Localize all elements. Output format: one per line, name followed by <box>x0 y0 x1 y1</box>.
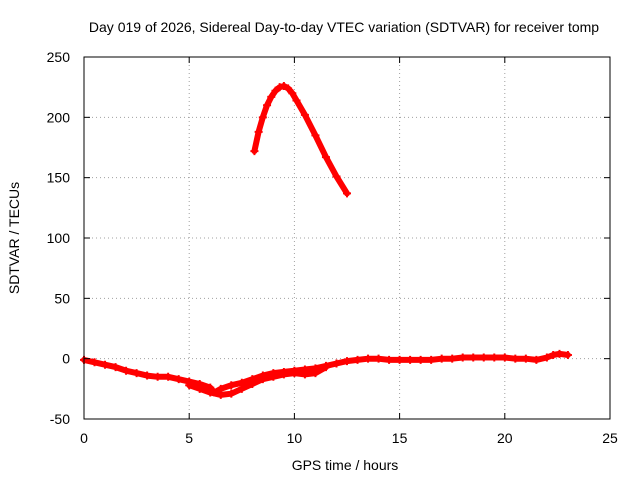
data-point <box>263 101 272 110</box>
data-point <box>111 363 120 372</box>
data-point <box>332 359 341 368</box>
data-point <box>343 189 351 198</box>
data-point <box>437 354 446 363</box>
x-axis-title: GPS time / hours <box>292 457 399 473</box>
data-point <box>279 370 288 379</box>
data-point <box>532 355 541 364</box>
data-point <box>311 369 320 378</box>
data-point <box>300 370 309 379</box>
data-point <box>195 384 204 393</box>
data-point <box>385 355 394 364</box>
data-point <box>258 375 267 384</box>
data-point <box>290 369 299 378</box>
data-point <box>288 89 297 98</box>
data-point <box>353 355 362 364</box>
data-point <box>206 388 215 397</box>
data-point <box>364 354 373 363</box>
data-point <box>321 153 330 162</box>
y-tick-label: 100 <box>47 230 71 246</box>
data-point <box>254 127 263 136</box>
y-tick-label: 250 <box>47 49 71 65</box>
data-point <box>511 354 520 363</box>
data-point <box>248 380 257 389</box>
data-point <box>174 375 183 384</box>
data-point <box>271 86 280 95</box>
data-point <box>164 372 173 381</box>
data-point <box>275 83 284 92</box>
data-point <box>300 110 309 119</box>
y-tick-label: -50 <box>50 411 70 427</box>
data-point <box>542 353 551 362</box>
data-point <box>143 371 152 380</box>
y-tick-label: 0 <box>62 351 70 367</box>
data-point <box>374 354 383 363</box>
data-point <box>90 358 99 367</box>
data-point <box>185 381 194 390</box>
data-point <box>284 84 293 93</box>
data-point <box>343 357 351 366</box>
y-axis-title: SDTVAR / TECUs <box>6 182 22 294</box>
x-tick-label: 15 <box>392 430 408 446</box>
y-tick-label: 200 <box>47 109 71 125</box>
data-point <box>395 355 404 364</box>
data-point <box>227 381 236 390</box>
data-point <box>521 354 530 363</box>
data-point <box>479 353 488 362</box>
x-tick-label: 0 <box>80 430 88 446</box>
data-point <box>448 354 457 363</box>
data-point <box>469 353 478 362</box>
x-tick-label: 20 <box>497 430 513 446</box>
data-point <box>555 349 564 358</box>
data-point <box>292 96 301 105</box>
data-point <box>122 366 131 375</box>
data-point <box>500 353 509 362</box>
x-tick-label: 5 <box>185 430 193 446</box>
data-point <box>416 355 425 364</box>
data-point <box>237 384 246 393</box>
data-point <box>132 369 141 378</box>
data-point <box>406 355 415 364</box>
data-point <box>427 355 436 364</box>
data-point <box>321 363 330 372</box>
y-tick-label: 50 <box>54 290 70 306</box>
data-point <box>258 113 267 122</box>
x-tick-label: 25 <box>602 430 618 446</box>
data-point <box>267 92 276 101</box>
data-point <box>311 131 320 140</box>
data-point <box>227 389 236 398</box>
series-line-baseline <box>81 350 571 396</box>
data-point <box>269 372 278 381</box>
data-point <box>563 351 572 360</box>
data-point <box>250 147 259 156</box>
series-line-arc <box>251 83 350 197</box>
data-point <box>549 351 558 360</box>
data-point <box>153 372 162 381</box>
chart-title: Day 019 of 2026, Sidereal Day-to-day VTE… <box>89 19 599 35</box>
data-point <box>216 390 225 399</box>
data-point <box>458 353 467 362</box>
data-point <box>101 360 110 369</box>
data-point <box>490 353 499 362</box>
x-tick-label: 10 <box>287 430 303 446</box>
y-tick-label: 150 <box>47 170 71 186</box>
data-point <box>279 81 288 90</box>
data-point <box>332 172 341 181</box>
